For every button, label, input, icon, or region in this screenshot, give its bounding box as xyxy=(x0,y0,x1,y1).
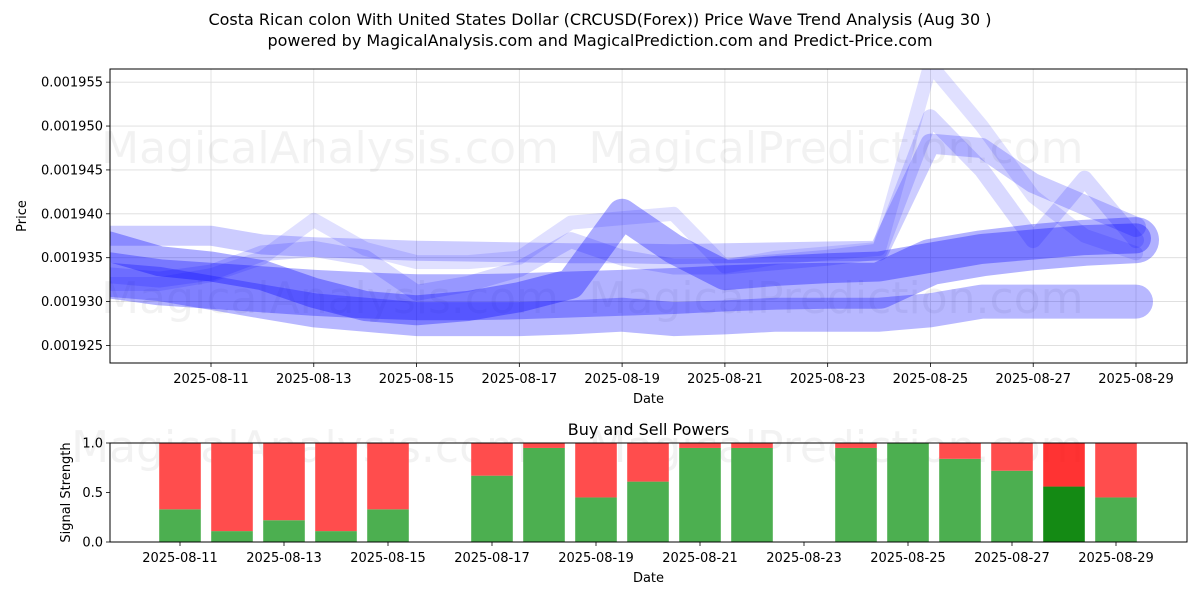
price-x-tick-label: 2025-08-19 xyxy=(584,372,660,387)
buy-bar xyxy=(367,509,409,542)
price-wave-line xyxy=(110,133,1146,265)
watermark-text: MagicalAnalysis.com xyxy=(101,123,559,174)
chart-title-line-1: Costa Rican colon With United States Dol… xyxy=(208,10,992,29)
sell-bar xyxy=(731,443,773,448)
price-axes-frame xyxy=(109,68,1188,364)
price-wave-line xyxy=(110,198,1151,326)
price-y-tick-label: 0.001935 xyxy=(41,251,103,266)
price-x-tick-label: 2025-08-17 xyxy=(482,372,558,387)
sell-bar xyxy=(575,443,617,498)
buy-bar xyxy=(1043,486,1085,542)
bar-y-tick-label: 0.0 xyxy=(82,536,103,551)
price-waves xyxy=(110,69,1159,337)
sell-bar xyxy=(159,443,201,510)
bar-x-tick-label: 2025-08-21 xyxy=(662,551,738,566)
buy-bar xyxy=(159,509,201,542)
buy-bar xyxy=(939,458,981,542)
price-plot-area xyxy=(110,69,1187,363)
price-x-tick-label: 2025-08-11 xyxy=(173,372,249,387)
bar-axes-frame xyxy=(109,442,1188,543)
bar-x-tick-label: 2025-08-15 xyxy=(350,551,426,566)
buy-bar xyxy=(1095,497,1137,542)
buy-bar xyxy=(627,481,669,542)
buy-bar xyxy=(991,470,1033,542)
buy-bar xyxy=(575,497,617,542)
bar-y-axis-label: Signal Strength xyxy=(59,442,74,542)
price-x-axis-label: Date xyxy=(633,392,664,407)
price-x-tick-label: 2025-08-23 xyxy=(790,372,866,387)
sell-bar xyxy=(1095,443,1137,498)
bar-x-tick-label: 2025-08-27 xyxy=(974,551,1050,566)
sell-bar xyxy=(627,443,669,482)
sell-bar xyxy=(835,443,877,448)
sell-bar xyxy=(263,443,305,521)
price-y-tick-label: 0.001945 xyxy=(41,163,103,178)
price-x-tick-label: 2025-08-21 xyxy=(687,372,763,387)
buy-bar xyxy=(887,443,929,542)
bar-x-tick-label: 2025-08-13 xyxy=(246,551,322,566)
buy-bar xyxy=(731,447,773,542)
bar-x-tick-label: 2025-08-11 xyxy=(142,551,218,566)
sell-bar xyxy=(211,443,253,532)
price-wave-line xyxy=(110,217,1159,321)
chart-title-line-2: powered by MagicalAnalysis.com and Magic… xyxy=(267,31,933,50)
watermark-text: MagicalPrediction.com xyxy=(589,123,1084,174)
price-y-tick-label: 0.001950 xyxy=(41,120,103,135)
bar-chart-title: Buy and Sell Powers xyxy=(568,420,730,439)
price-y-tick-label: 0.001955 xyxy=(41,76,103,91)
sell-bar xyxy=(991,443,1033,471)
price-y-axis-label: Price xyxy=(15,200,30,232)
bar-x-axis-label: Date xyxy=(633,571,664,586)
buy-bar xyxy=(211,531,253,542)
bar-y-tick-label: 1.0 xyxy=(82,437,103,452)
price-y-tick-label: 0.001930 xyxy=(41,295,103,310)
price-x-tick-label: 2025-08-25 xyxy=(893,372,969,387)
price-x-tick-label: 2025-08-15 xyxy=(379,372,455,387)
price-y-tick-label: 0.001940 xyxy=(41,207,103,222)
buy-sell-chart: MagicalAnalysis.comMagicalPrediction.com… xyxy=(59,420,1188,586)
buy-bar xyxy=(523,447,565,542)
bar-x-tick-label: 2025-08-17 xyxy=(454,551,530,566)
bar-x-tick-label: 2025-08-23 xyxy=(766,551,842,566)
price-y-tick-label: 0.001925 xyxy=(41,339,103,354)
sell-bar xyxy=(523,443,565,448)
price-wave-line xyxy=(110,262,1153,337)
sell-bar xyxy=(367,443,409,510)
sell-bar xyxy=(471,443,513,476)
sell-bar xyxy=(315,443,357,532)
bar-x-tick-label: 2025-08-19 xyxy=(558,551,634,566)
sell-bar xyxy=(1043,443,1085,487)
buy-bar xyxy=(263,520,305,542)
bar-x-tick-label: 2025-08-25 xyxy=(870,551,946,566)
price-wave-line xyxy=(110,69,1143,291)
buy-bar xyxy=(679,447,721,542)
sell-bar xyxy=(679,443,721,448)
watermark-text: MagicalAnalysis.com xyxy=(101,273,559,324)
sell-bar xyxy=(939,443,981,459)
buy-bar xyxy=(471,475,513,542)
bar-y-tick-label: 0.5 xyxy=(82,486,103,501)
buy-bar xyxy=(315,531,357,542)
bar-x-tick-label: 2025-08-29 xyxy=(1078,551,1154,566)
price-x-tick-label: 2025-08-13 xyxy=(276,372,352,387)
price-chart: 2025-08-11 2025-08-13 2025-08-15 2025-08-17… xyxy=(15,68,1188,407)
price-x-tick-label: 2025-08-27 xyxy=(995,372,1071,387)
price-wave-line xyxy=(110,109,1144,301)
buy-bar xyxy=(835,447,877,542)
watermark-text: MagicalPrediction.com xyxy=(589,273,1084,324)
price-x-tick-label: 2025-08-29 xyxy=(1098,372,1174,387)
